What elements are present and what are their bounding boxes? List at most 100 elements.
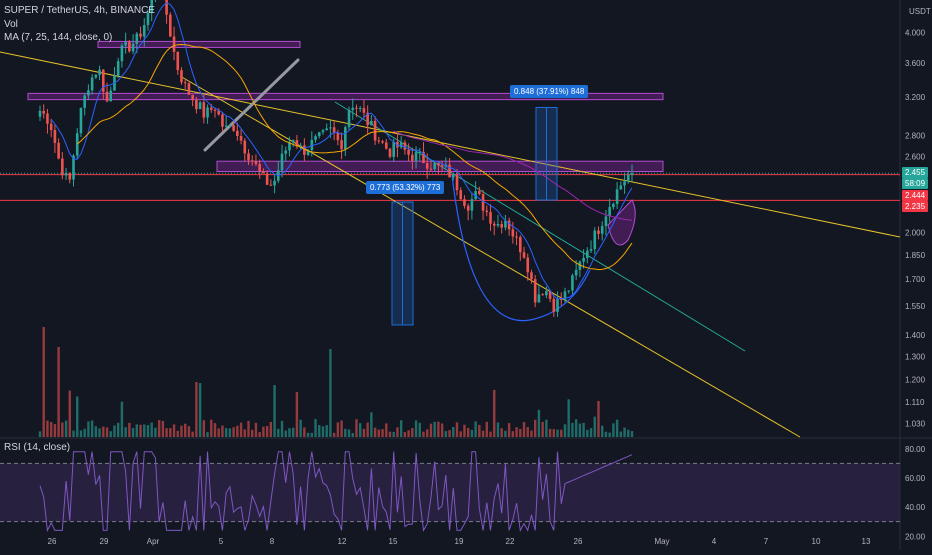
volume-bar — [485, 421, 488, 437]
volume-bar — [332, 432, 336, 437]
candle-body — [545, 291, 548, 296]
volume-bar — [433, 421, 436, 437]
candle-body — [355, 107, 358, 109]
grey-brush-stroke — [203, 58, 300, 152]
volume-bar — [403, 432, 407, 437]
volume-bar — [135, 424, 139, 437]
candle-body — [556, 299, 559, 312]
volume-bar — [124, 427, 127, 437]
volume-bar — [563, 424, 567, 437]
candle-body — [515, 236, 518, 238]
candle-body — [120, 45, 124, 62]
volume-bar — [154, 427, 157, 437]
volume-bar — [507, 423, 511, 437]
volume-bar — [49, 421, 53, 437]
ma-legend: MA (7, 25, 144, close, 0) — [4, 32, 113, 43]
time-tick-label: 13 — [862, 537, 871, 546]
price-tick-label: 1.400 — [905, 331, 926, 340]
candle-body — [183, 82, 187, 84]
candle-body — [567, 290, 571, 292]
volume-bar — [366, 422, 369, 437]
price-tick-label: 3.600 — [905, 59, 926, 68]
volume-bar — [426, 429, 429, 437]
time-tick-label: 7 — [764, 537, 769, 546]
candle-body — [519, 237, 522, 253]
candle-body — [578, 261, 582, 270]
candle-body — [347, 110, 351, 128]
volume-bar — [418, 422, 421, 437]
rsi-line — [39, 451, 633, 533]
volume-bar — [448, 430, 451, 437]
volume-bar — [329, 349, 332, 437]
volume-bar — [586, 429, 589, 437]
rsi-tick-label: 20.00 — [905, 532, 926, 541]
volume-bar — [64, 420, 68, 437]
candle-body — [150, 0, 153, 13]
volume-bar — [269, 421, 273, 437]
candle-body — [589, 249, 593, 251]
volume-bar — [541, 421, 544, 437]
teal-trendline — [334, 101, 746, 352]
volume-bar — [83, 428, 86, 437]
candle-body — [574, 269, 578, 276]
volume-bar — [109, 431, 112, 437]
price-tick-label: 2.800 — [905, 131, 926, 140]
candle-body — [206, 107, 209, 118]
candle-body — [507, 220, 511, 230]
volume-bar — [232, 427, 235, 437]
volume-bar — [169, 428, 172, 437]
candle-body — [236, 130, 239, 136]
candle-body — [187, 83, 191, 95]
candle-body — [247, 153, 250, 161]
candle-body — [314, 136, 317, 140]
volume-bar — [146, 425, 150, 437]
volume-bar — [526, 427, 529, 437]
volume-bar — [630, 431, 634, 437]
volume-bar — [344, 428, 347, 437]
candle-body — [615, 189, 619, 204]
volume-legend: Vol — [4, 19, 18, 30]
volume-bar — [589, 428, 593, 437]
cup-arc — [451, 174, 591, 322]
candle-body — [373, 120, 377, 141]
candle-body — [228, 125, 232, 127]
volume-bar — [500, 428, 503, 437]
candle-body — [273, 180, 276, 186]
candle-body — [49, 123, 53, 131]
volume-bar — [440, 423, 444, 437]
volume-bar — [57, 347, 60, 437]
volume-bar — [243, 429, 246, 437]
candle-body — [198, 102, 202, 110]
volume-bar — [429, 423, 433, 437]
volume-bar — [139, 424, 142, 437]
volume-bar — [530, 430, 533, 437]
volume-bar — [355, 419, 358, 437]
candle-body — [344, 127, 347, 150]
candle-body — [68, 172, 72, 180]
candle-body — [306, 149, 310, 155]
candle-body — [593, 230, 597, 250]
candle-body — [195, 99, 198, 110]
volume-bar — [493, 389, 496, 437]
volume-bar — [377, 429, 381, 437]
volume-bar — [604, 431, 608, 437]
volume-bar — [198, 383, 202, 437]
candle-body — [109, 90, 113, 102]
candle-body — [310, 139, 314, 150]
candle-body — [600, 225, 604, 234]
volume-bar — [105, 427, 109, 437]
candle-body — [526, 257, 530, 273]
candle-body — [437, 163, 440, 166]
candle-body — [299, 145, 302, 147]
zone-2 — [27, 92, 664, 101]
candle-body — [98, 69, 101, 75]
volume-bar — [511, 431, 515, 437]
candle-body — [351, 107, 355, 111]
candle-body — [366, 112, 369, 126]
volume-bar — [87, 421, 90, 437]
candle-body — [46, 113, 49, 124]
volume-bar — [545, 419, 548, 437]
volume-bar — [325, 425, 328, 437]
